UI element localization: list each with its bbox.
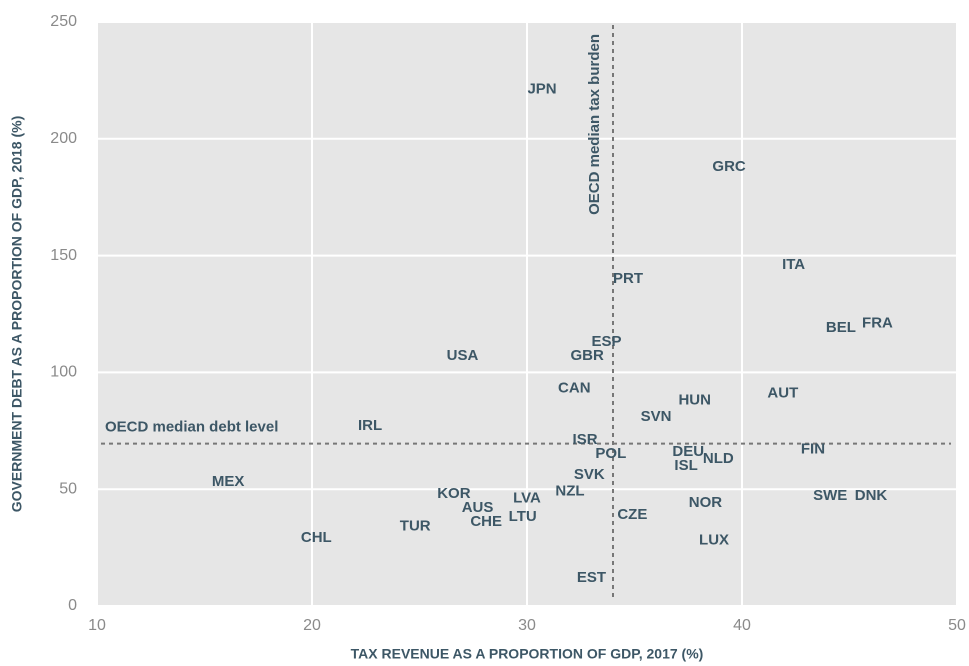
y-tick-label: 200 — [50, 130, 77, 147]
country-label: DEU — [672, 443, 704, 460]
country-label: NOR — [689, 494, 723, 511]
x-tick-label: 50 — [948, 617, 966, 634]
country-label: JPN — [527, 81, 556, 98]
country-label: KOR — [437, 485, 471, 502]
country-label: CZE — [617, 506, 647, 523]
country-label: LTU — [509, 508, 537, 525]
country-label: TUR — [400, 518, 431, 535]
country-label: PRT — [613, 270, 643, 287]
reference-label: OECD median tax burden — [586, 34, 603, 215]
country-label: CAN — [558, 380, 591, 397]
country-label: POL — [595, 445, 626, 462]
country-label: IRL — [358, 417, 382, 434]
country-label: USA — [447, 347, 479, 364]
country-label: EST — [577, 569, 606, 586]
country-label: SVN — [641, 408, 672, 425]
country-label: LUX — [699, 532, 729, 549]
country-label: LVA — [513, 490, 541, 507]
country-label: SVK — [574, 466, 605, 483]
x-tick-label: 20 — [303, 617, 321, 634]
x-tick-label: 30 — [518, 617, 536, 634]
country-label: CHE — [470, 513, 502, 530]
x-tick-label: 10 — [88, 617, 106, 634]
y-tick-label: 250 — [50, 13, 77, 30]
y-tick-label: 100 — [50, 364, 77, 381]
y-tick-label: 50 — [59, 480, 77, 497]
country-label: SWE — [813, 487, 847, 504]
y-axis-title: GOVERNMENT DEBT AS A PROPORTION OF GDP, … — [9, 116, 25, 512]
country-label: FIN — [801, 440, 825, 457]
reference-label: OECD median debt level — [105, 419, 278, 436]
country-label: AUT — [767, 384, 798, 401]
country-label: BEL — [826, 319, 856, 336]
country-label: AUS — [462, 499, 494, 516]
country-label: DNK — [855, 487, 888, 504]
country-label: GRC — [712, 158, 746, 175]
y-tick-label: 0 — [68, 597, 77, 614]
country-label: HUN — [678, 391, 711, 408]
country-label: ISR — [573, 431, 598, 448]
country-label: ISL — [674, 457, 697, 474]
x-axis-title: TAX REVENUE AS A PROPORTION OF GDP, 2017… — [351, 646, 704, 662]
country-label: GBR — [571, 347, 605, 364]
country-label: ESP — [592, 333, 622, 350]
x-tick-label: 40 — [733, 617, 751, 634]
country-label: CHL — [301, 529, 332, 546]
country-label: ITA — [782, 256, 805, 273]
country-label: MEX — [212, 473, 245, 490]
country-label: NZL — [555, 483, 584, 500]
country-label: NLD — [703, 450, 734, 467]
y-tick-label: 150 — [50, 247, 77, 264]
country-label: FRA — [862, 314, 893, 331]
